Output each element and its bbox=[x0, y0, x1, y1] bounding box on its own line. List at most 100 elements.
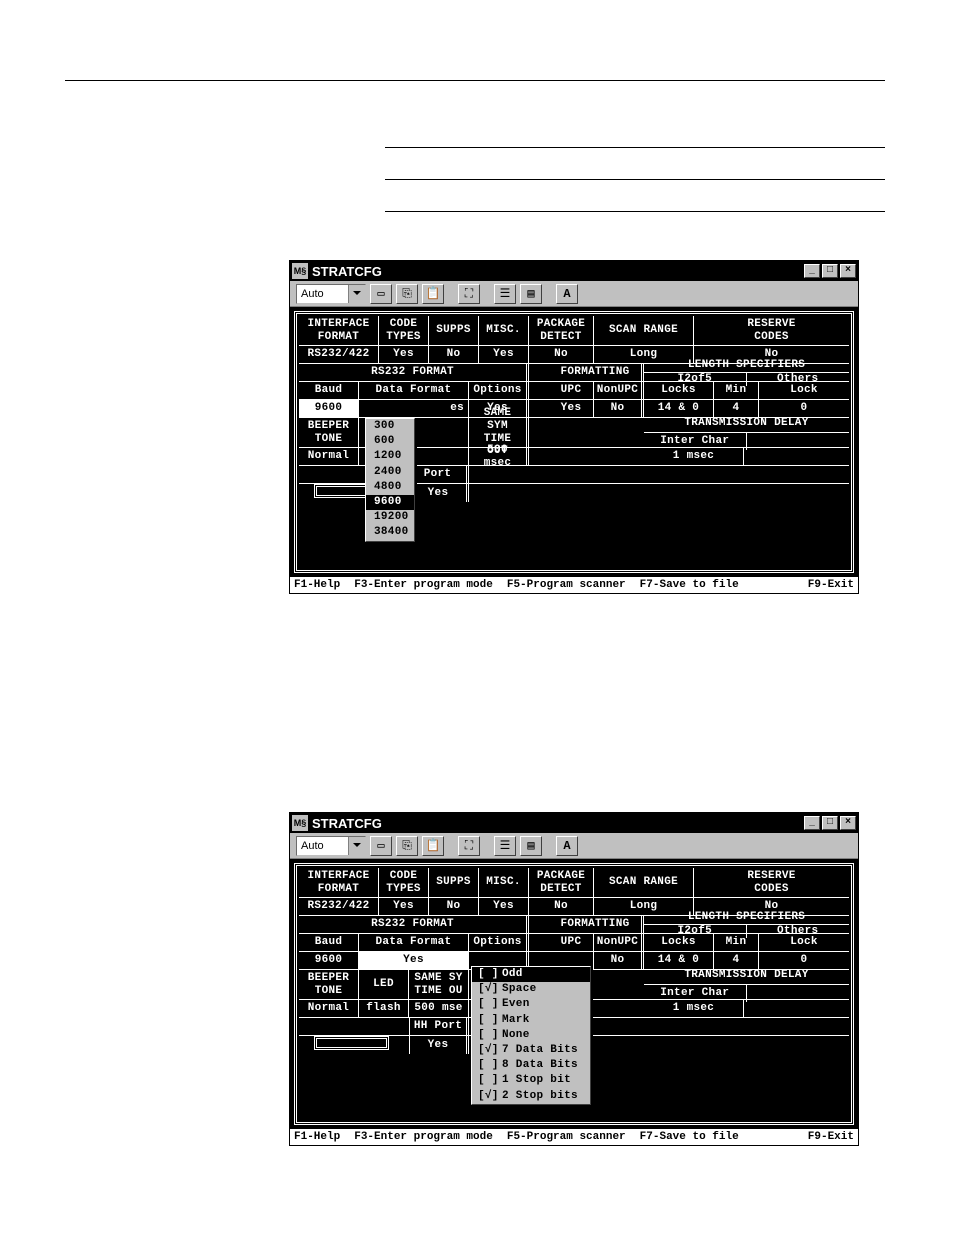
hdr-lengthspec: LENGTH SPECIFIERS I2of5 Others bbox=[644, 916, 849, 933]
hdr-samesym[interactable]: SAME SY TIME OU bbox=[409, 970, 469, 999]
col-min[interactable]: Min bbox=[714, 382, 759, 399]
titlebar: M§ STRATCFG _ □ × bbox=[290, 813, 858, 833]
df-odd[interactable]: [ ]Odd bbox=[472, 967, 590, 982]
val-package: No bbox=[529, 898, 594, 915]
select-tool-icon[interactable]: ▭ bbox=[370, 836, 392, 856]
df-mark[interactable]: [ ]Mark bbox=[472, 1013, 590, 1028]
paste-tool-icon[interactable]: 📋 bbox=[422, 836, 444, 856]
maximize-button[interactable]: □ bbox=[822, 264, 838, 278]
val-dataformat[interactable]: Yes bbox=[359, 952, 469, 969]
minimize-button[interactable]: _ bbox=[804, 264, 820, 278]
hdr-supps[interactable]: SUPPS bbox=[429, 868, 479, 897]
hdr-beeper[interactable]: BEEPER TONE bbox=[299, 418, 359, 447]
hdr-scanrange[interactable]: SCAN RANGE bbox=[594, 316, 694, 345]
font-tool-icon[interactable]: A bbox=[556, 284, 578, 304]
df-space[interactable]: [√]Space bbox=[472, 982, 590, 997]
fullscreen-tool-icon[interactable]: ⛶ bbox=[458, 836, 480, 856]
props-tool-icon[interactable]: ☰ bbox=[494, 836, 516, 856]
zoom-select[interactable]: Auto bbox=[296, 284, 366, 304]
col-upc[interactable]: UPC bbox=[549, 382, 594, 399]
col-min[interactable]: Min bbox=[714, 934, 759, 951]
minimize-button[interactable]: _ bbox=[804, 816, 820, 830]
f1-help: F1-Help bbox=[294, 579, 340, 591]
f7-save: F7-Save to file bbox=[640, 579, 739, 591]
dos-area: INTERFACE FORMAT CODE TYPES SUPPS MISC. … bbox=[290, 307, 858, 577]
dataformat-popup[interactable]: [ ]Odd [√]Space [ ]Even [ ]Mark [ ]None … bbox=[471, 966, 591, 1105]
hdr-scanrange[interactable]: SCAN RANGE bbox=[594, 868, 694, 897]
hdr-formatting: FORMATTING bbox=[549, 916, 644, 933]
hdr-reserve[interactable]: RESERVE CODES bbox=[694, 316, 849, 345]
stratcfg-window-1: M§ STRATCFG _ □ × Auto ▭ ⎘ 📋 ⛶ ☰ ▤ A INT… bbox=[289, 260, 859, 594]
hdr-misc[interactable]: MISC. bbox=[479, 868, 529, 897]
val-nonupc: No bbox=[594, 952, 644, 969]
bg-tool-icon[interactable]: ▤ bbox=[520, 836, 542, 856]
paste-tool-icon[interactable]: 📋 bbox=[422, 284, 444, 304]
close-button[interactable]: × bbox=[840, 816, 856, 830]
col-options[interactable]: Options bbox=[469, 382, 529, 399]
col-baud[interactable]: Baud bbox=[299, 382, 359, 399]
select-tool-icon[interactable]: ▭ bbox=[370, 284, 392, 304]
col-nonupc[interactable]: NonUPC bbox=[594, 934, 644, 951]
f5-program-scanner: F5-Program scanner bbox=[507, 579, 626, 591]
col-lock[interactable]: Lock bbox=[759, 934, 849, 951]
hdr-interface[interactable]: INTERFACE FORMAT bbox=[299, 316, 379, 345]
fullscreen-tool-icon[interactable]: ⛶ bbox=[458, 284, 480, 304]
statusbar: F1-Help F3-Enter program mode F5-Program… bbox=[290, 577, 858, 593]
val-beeper: Normal bbox=[299, 1000, 359, 1017]
col-lock[interactable]: Lock bbox=[759, 382, 849, 399]
col-nonupc[interactable]: NonUPC bbox=[594, 382, 644, 399]
df-1stopbit[interactable]: [ ]1 Stop bit bbox=[472, 1073, 590, 1088]
baud-option-1200[interactable]: 1200 bbox=[366, 449, 414, 464]
baud-dropdown[interactable]: 300 600 1200 2400 4800 9600 19200 38400 bbox=[365, 418, 415, 542]
zoom-value: Auto bbox=[301, 840, 324, 852]
col-locks[interactable]: Locks bbox=[644, 382, 714, 399]
col-dataformat[interactable]: Data Format bbox=[359, 382, 469, 399]
zoom-select[interactable]: Auto bbox=[296, 836, 366, 856]
baud-option-2400[interactable]: 2400 bbox=[366, 465, 414, 480]
hdr-misc[interactable]: MISC. bbox=[479, 316, 529, 345]
baud-option-9600[interactable]: 9600 bbox=[366, 495, 414, 510]
hdr-reserve[interactable]: RESERVE CODES bbox=[694, 868, 849, 897]
f9-exit: F9-Exit bbox=[808, 1131, 854, 1143]
hdr-samesym[interactable]: SAME SYM TIME OUT bbox=[469, 418, 529, 447]
col-baud[interactable]: Baud bbox=[299, 934, 359, 951]
toolbar: Auto ▭ ⎘ 📋 ⛶ ☰ ▤ A bbox=[290, 833, 858, 859]
hdr-package[interactable]: PACKAGE DETECT bbox=[529, 868, 594, 897]
df-even[interactable]: [ ]Even bbox=[472, 997, 590, 1012]
baud-option-300[interactable]: 300 bbox=[366, 419, 414, 434]
font-tool-icon[interactable]: A bbox=[556, 836, 578, 856]
hdr-beeper[interactable]: BEEPER TONE bbox=[299, 970, 359, 999]
val-hhport: Yes bbox=[409, 484, 469, 502]
df-2stopbits[interactable]: [√]2 Stop bits bbox=[472, 1089, 590, 1104]
close-button[interactable]: × bbox=[840, 264, 856, 278]
baud-option-38400[interactable]: 38400 bbox=[366, 525, 414, 540]
props-tool-icon[interactable]: ☰ bbox=[494, 284, 516, 304]
col-options[interactable]: Options bbox=[469, 934, 529, 951]
copy-tool-icon[interactable]: ⎘ bbox=[396, 284, 418, 304]
bg-tool-icon[interactable]: ▤ bbox=[520, 284, 542, 304]
df-7databits[interactable]: [√]7 Data Bits bbox=[472, 1043, 590, 1058]
hdr-codetypes[interactable]: CODE TYPES bbox=[379, 868, 429, 897]
val-samesym: 500 msec bbox=[469, 448, 529, 465]
hdr-package[interactable]: PACKAGE DETECT bbox=[529, 316, 594, 345]
baud-option-4800[interactable]: 4800 bbox=[366, 480, 414, 495]
hdr-hhport[interactable]: HH Port bbox=[409, 1018, 469, 1035]
col-locks[interactable]: Locks bbox=[644, 934, 714, 951]
hdr-led[interactable]: LED bbox=[359, 970, 409, 999]
maximize-button[interactable]: □ bbox=[822, 816, 838, 830]
copy-tool-icon[interactable]: ⎘ bbox=[396, 836, 418, 856]
stratcfg-window-2: M§ STRATCFG _ □ × Auto ▭ ⎘ 📋 ⛶ ☰ ▤ A INT… bbox=[289, 812, 859, 1146]
hdr-hhport[interactable]: Port bbox=[409, 466, 469, 483]
baud-option-19200[interactable]: 19200 bbox=[366, 510, 414, 525]
col-dataformat[interactable]: Data Format bbox=[359, 934, 469, 951]
col-upc[interactable]: UPC bbox=[549, 934, 594, 951]
hdr-interface[interactable]: INTERFACE FORMAT bbox=[299, 868, 379, 897]
df-none[interactable]: [ ]None bbox=[472, 1028, 590, 1043]
val-baud[interactable]: 9600 bbox=[299, 400, 359, 417]
hdr-codetypes[interactable]: CODE TYPES bbox=[379, 316, 429, 345]
baud-option-600[interactable]: 600 bbox=[366, 434, 414, 449]
hdr-supps[interactable]: SUPPS bbox=[429, 316, 479, 345]
df-8databits[interactable]: [ ]8 Data Bits bbox=[472, 1058, 590, 1073]
mini-table bbox=[385, 147, 885, 212]
val-package: No bbox=[529, 346, 594, 363]
